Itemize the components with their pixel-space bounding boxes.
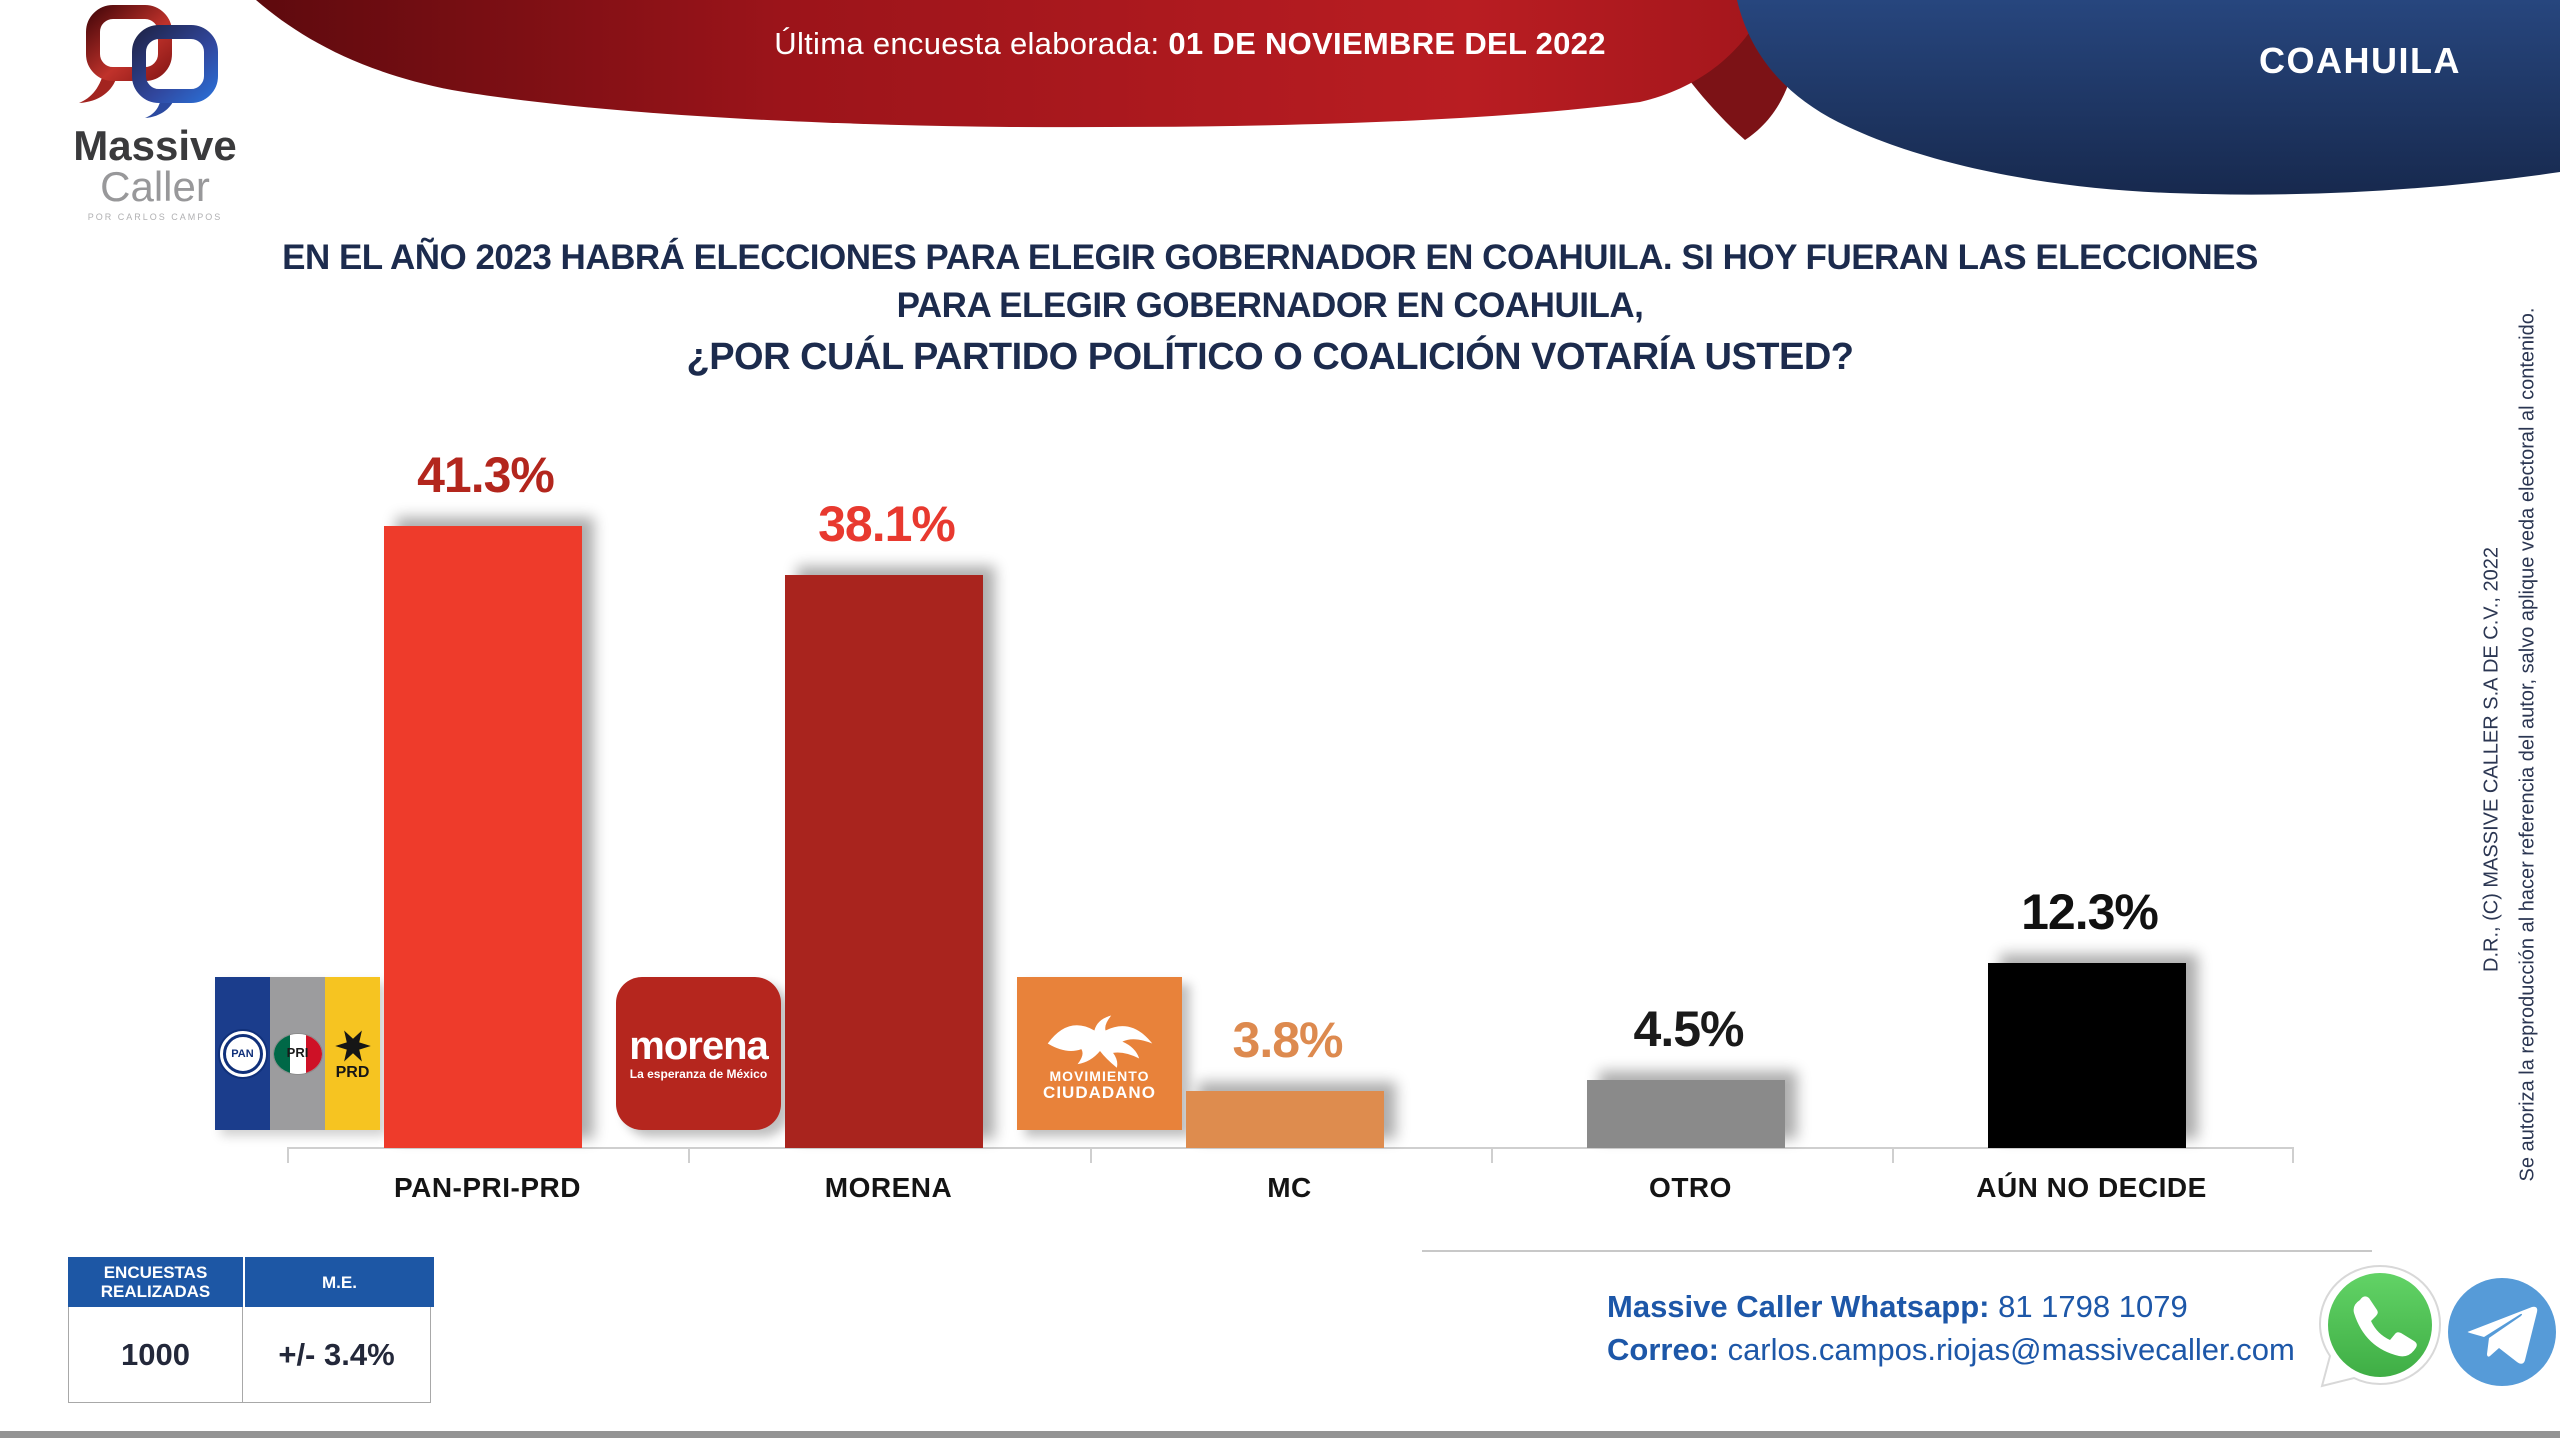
axis-tick (2292, 1147, 2294, 1163)
logo-word-massive: Massive (73, 122, 237, 169)
prd-stripe: PRD (325, 977, 380, 1130)
logo-word-caller: Caller (100, 163, 210, 210)
pan-pri-prd-logo: PAN PRI PRD (215, 977, 380, 1130)
bar-group-morena: morena La esperanza de México 38.1% MORE… (616, 380, 1089, 1203)
email-label: Correo: (1607, 1332, 1719, 1367)
telegram-icon (2448, 1278, 2556, 1386)
axis-tick (1892, 1147, 1894, 1163)
logo-tagline: POR CARLOS CAMPOS (87, 212, 223, 222)
stats-header-me: M.E. (245, 1257, 434, 1307)
logo-bubbles-icon (79, 5, 218, 118)
whatsapp-icon (2318, 1264, 2442, 1388)
category-label: MORENA (824, 1172, 953, 1203)
bar-value-label: 4.5% (1633, 1001, 1745, 1058)
category-label: AÚN NO DECIDE (1976, 1172, 2207, 1203)
banner-label: Última encuesta elaborada: (774, 26, 1160, 61)
contact-block: Massive Caller Whatsapp: 81 1798 1079 Co… (1607, 1285, 2295, 1371)
axis-tick (1491, 1147, 1493, 1163)
stats-value-encuestas: 1000 (68, 1307, 242, 1403)
header-shapes (256, 0, 2560, 195)
bar-value-label: 41.3% (417, 447, 555, 504)
question-title: EN EL AÑO 2023 HABRÁ ELECCIONES PARA ELE… (70, 234, 2470, 384)
stats-table: ENCUESTAS REALIZADAS M.E. 1000 +/- 3.4% (68, 1257, 434, 1403)
banner-text: Última encuesta elaborada: 01 DE NOVIEMB… (640, 26, 1740, 62)
axis-tick (688, 1147, 690, 1163)
bottom-edge-strip (0, 1431, 2560, 1438)
red-banner-shape (256, 0, 1768, 128)
mc-eagle-icon (1047, 1015, 1152, 1068)
prd-sun-icon (334, 1030, 371, 1061)
massive-caller-logo: Massive Caller POR CARLOS CAMPOS (40, 4, 270, 222)
title-line-3: ¿POR CUÁL PARTIDO POLÍTICO O COALICIÓN V… (686, 336, 1854, 378)
copyright-notice-line: Se autoriza la reproducción al hacer ref… (2516, 307, 2539, 1182)
bar-value-label: 12.3% (2021, 883, 2159, 940)
banner-date: 01 DE NOVIEMBRE DEL 2022 (1168, 26, 1606, 61)
contact-whatsapp-line: Massive Caller Whatsapp: 81 1798 1079 (1607, 1285, 2295, 1328)
pan-emblem-icon: PAN (217, 1028, 268, 1079)
footer-divider (1422, 1250, 2372, 1252)
title-line-2: PARA ELEGIR GOBERNADOR EN COAHUILA, (896, 286, 1644, 325)
bar-value-label: 38.1% (818, 495, 956, 552)
bar-group-pan-pri-prd: PAN PRI PRD 41.3% (215, 380, 688, 1203)
axis-tick (1090, 1147, 1092, 1163)
bar-mc (1186, 1090, 1384, 1148)
bar-group-otro: 4.5% OTRO (1490, 380, 1891, 1203)
bar-group-aun-no-decide: 12.3% AÚN NO DECIDE (1891, 380, 2292, 1203)
pri-emblem-icon: PRI (272, 1032, 323, 1075)
category-label: PAN-PRI-PRD (394, 1172, 581, 1203)
bar-morena (785, 574, 983, 1148)
email-address: carlos.campos.riojas@massivecaller.com (1718, 1332, 2295, 1367)
axis-tick (287, 1147, 289, 1163)
bar-pan-pri-prd (384, 526, 582, 1148)
category-label: MC (1267, 1172, 1312, 1203)
region-title: COAHUILA (2259, 40, 2461, 81)
category-label: OTRO (1649, 1172, 1732, 1203)
copyright-dr-line: D.R., (C) MASSIVE CALLER S.A DE C.V., 20… (2480, 547, 2503, 972)
bar-group-mc: MOVIMIENTO CIUDADANO 3.8% MC (1017, 380, 1490, 1203)
pri-stripe: PRI (270, 977, 325, 1130)
bar-value-label: 3.8% (1232, 1011, 1344, 1068)
whatsapp-label: Massive Caller Whatsapp: (1607, 1289, 1990, 1324)
stats-value-me: +/- 3.4% (242, 1307, 431, 1403)
stats-header-encuestas: ENCUESTAS REALIZADAS (68, 1257, 245, 1307)
pan-stripe: PAN (215, 977, 270, 1130)
morena-logo: morena La esperanza de México (616, 977, 781, 1130)
x-axis-line (287, 1147, 2294, 1149)
contact-email-line: Correo: carlos.campos.riojas@massivecall… (1607, 1328, 2295, 1371)
navy-corner-shape (1737, 0, 2560, 195)
bar-otro (1587, 1080, 1785, 1148)
whatsapp-number: 81 1798 1079 (1989, 1289, 2188, 1324)
title-line-1: EN EL AÑO 2023 HABRÁ ELECCIONES PARA ELE… (282, 238, 2258, 277)
mc-logo: MOVIMIENTO CIUDADANO (1017, 977, 1182, 1130)
bar-aun-no-decide (1988, 962, 2186, 1148)
